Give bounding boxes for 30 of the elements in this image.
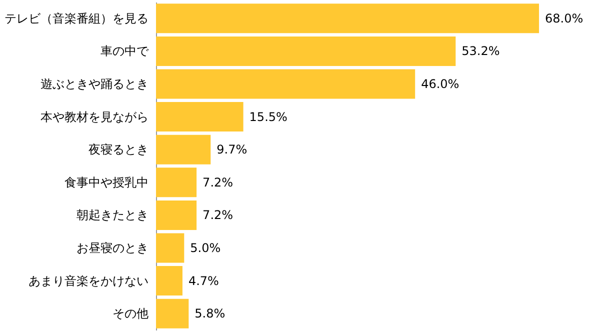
bar [156, 69, 416, 99]
y-tick-label: 本や教材を見ながら [40, 110, 148, 124]
y-tick-label: その他 [112, 306, 148, 321]
y-tick-label: 朝起きたとき [76, 208, 148, 222]
bar [156, 4, 539, 34]
data-label: 53.2% [462, 44, 500, 58]
y-tick-label: テレビ（音楽番組）を見る [4, 11, 148, 26]
data-label: 9.7% [216, 142, 248, 157]
y-tick-label: 車の中で [100, 44, 150, 58]
y-tick-label: あまり音楽をかけない [28, 274, 148, 288]
data-label: 4.7% [188, 274, 219, 288]
y-tick-label: 夜寝るとき [88, 142, 148, 157]
bar [156, 266, 182, 296]
data-label: 7.2% [202, 175, 234, 190]
bar [156, 102, 244, 132]
data-label: 15.5% [249, 110, 288, 124]
y-tick-label: 遊ぶときや踊るとき [40, 77, 148, 91]
y-tick-label: お昼寝のとき [76, 241, 148, 255]
bar [156, 36, 456, 66]
data-label: 7.2% [202, 208, 234, 222]
bar [156, 168, 197, 198]
data-label: 5.8% [194, 306, 226, 321]
y-tick-label: 食事中や授乳中 [64, 175, 148, 190]
bar [156, 200, 197, 230]
bar [156, 134, 211, 164]
bar [156, 233, 184, 263]
bar [156, 298, 189, 328]
data-label: 68.0% [545, 11, 584, 26]
data-label: 5.0% [190, 241, 221, 255]
data-label: 46.0% [421, 77, 460, 91]
